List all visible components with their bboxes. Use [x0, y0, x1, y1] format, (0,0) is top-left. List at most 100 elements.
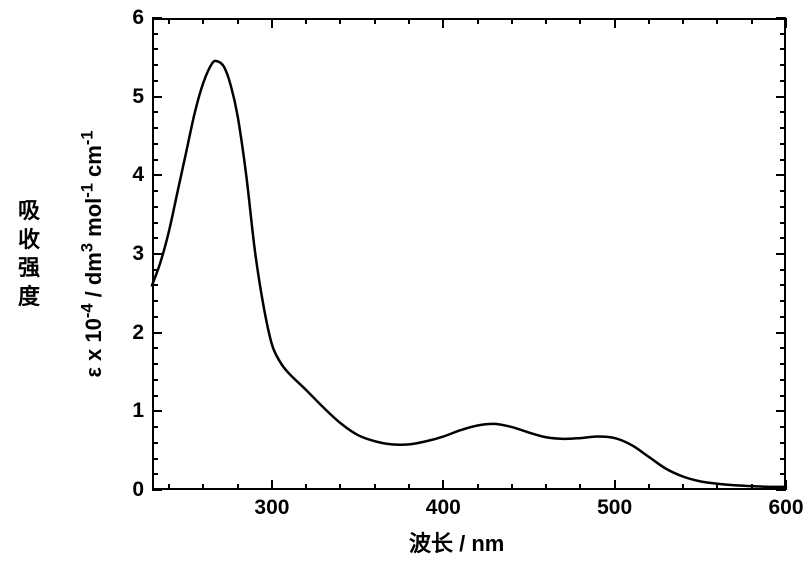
y-minor-tick — [780, 395, 786, 397]
y-tick-label: 3 — [124, 242, 144, 266]
y-minor-tick — [780, 48, 786, 50]
y-axis-outer-label: 吸收强度 — [18, 197, 40, 311]
y-tick-label: 1 — [124, 399, 144, 423]
y-major-tick — [152, 410, 162, 412]
y-minor-tick — [780, 127, 786, 129]
y-minor-tick — [152, 111, 158, 113]
x-minor-tick — [545, 18, 547, 24]
y-major-tick — [776, 17, 786, 19]
ylabel-seg: ε x 10 — [81, 318, 106, 377]
ylabel-seg: mol — [81, 198, 106, 243]
y-minor-tick — [152, 379, 158, 381]
x-minor-tick — [339, 484, 341, 490]
x-minor-tick — [477, 484, 479, 490]
x-minor-tick — [202, 484, 204, 490]
y-major-tick — [152, 489, 162, 491]
y-minor-tick — [780, 442, 786, 444]
x-minor-tick — [682, 18, 684, 24]
y-major-tick — [776, 96, 786, 98]
ylabel-sup: -4 — [79, 303, 97, 318]
x-minor-tick — [305, 18, 307, 24]
y-minor-tick — [152, 426, 158, 428]
x-minor-tick — [511, 18, 513, 24]
y-minor-tick — [152, 363, 158, 365]
x-minor-tick — [648, 18, 650, 24]
x-minor-tick — [408, 18, 410, 24]
y-minor-tick — [152, 80, 158, 82]
y-minor-tick — [152, 33, 158, 35]
y-minor-tick — [152, 206, 158, 208]
y-minor-tick — [780, 473, 786, 475]
x-tick-label: 600 — [768, 496, 803, 520]
y-minor-tick — [780, 206, 786, 208]
x-minor-tick — [374, 484, 376, 490]
y-minor-tick — [152, 300, 158, 302]
y-major-tick — [776, 489, 786, 491]
x-tick-label: 500 — [597, 496, 632, 520]
x-minor-tick — [716, 18, 718, 24]
y-minor-tick — [780, 284, 786, 286]
y-minor-tick — [152, 237, 158, 239]
ylabel-sup: 3 — [79, 243, 97, 252]
y-minor-tick — [780, 222, 786, 224]
x-minor-tick — [751, 484, 753, 490]
x-minor-tick — [545, 484, 547, 490]
y-major-tick — [776, 253, 786, 255]
x-minor-tick — [305, 484, 307, 490]
y-minor-tick — [780, 33, 786, 35]
x-minor-tick — [751, 18, 753, 24]
y-tick-label: 5 — [124, 85, 144, 109]
y-minor-tick — [780, 458, 786, 460]
y-minor-tick — [152, 458, 158, 460]
y-minor-tick — [152, 159, 158, 161]
y-minor-tick — [780, 379, 786, 381]
y-minor-tick — [152, 143, 158, 145]
x-major-tick — [614, 18, 616, 28]
y-major-tick — [152, 17, 162, 19]
y-minor-tick — [152, 284, 158, 286]
y-major-tick — [152, 332, 162, 334]
x-major-tick — [442, 18, 444, 28]
y-minor-tick — [152, 190, 158, 192]
y-minor-tick — [780, 300, 786, 302]
x-major-tick — [442, 480, 444, 490]
x-minor-tick — [579, 18, 581, 24]
y-tick-label: 2 — [124, 321, 144, 345]
y-tick-label: 4 — [124, 163, 144, 187]
x-tick-label: 300 — [254, 496, 289, 520]
x-major-tick — [271, 480, 273, 490]
y-minor-tick — [152, 347, 158, 349]
y-minor-tick — [780, 237, 786, 239]
y-minor-tick — [780, 80, 786, 82]
y-major-tick — [152, 174, 162, 176]
y-minor-tick — [780, 64, 786, 66]
y-minor-tick — [780, 347, 786, 349]
x-minor-tick — [682, 484, 684, 490]
y-minor-tick — [152, 222, 158, 224]
x-minor-tick — [374, 18, 376, 24]
x-minor-tick — [237, 484, 239, 490]
y-major-tick — [152, 96, 162, 98]
y-minor-tick — [780, 143, 786, 145]
ylabel-seg: cm — [81, 145, 106, 183]
x-minor-tick — [168, 18, 170, 24]
ylabel-seg: / dm — [81, 252, 106, 303]
y-tick-label: 6 — [124, 6, 144, 30]
x-minor-tick — [339, 18, 341, 24]
ylabel-sup: -1 — [79, 130, 97, 145]
y-axis-inner-label: ε x 10-4 / dm3 mol-1 cm-1 — [81, 130, 107, 377]
y-minor-tick — [780, 190, 786, 192]
y-minor-tick — [780, 316, 786, 318]
y-minor-tick — [780, 363, 786, 365]
x-major-tick — [271, 18, 273, 28]
y-major-tick — [776, 332, 786, 334]
y-minor-tick — [780, 426, 786, 428]
x-minor-tick — [716, 484, 718, 490]
ylabel-sup: -1 — [79, 183, 97, 198]
y-minor-tick — [152, 395, 158, 397]
x-major-tick — [785, 18, 787, 28]
y-major-tick — [776, 174, 786, 176]
y-minor-tick — [152, 127, 158, 129]
x-minor-tick — [648, 484, 650, 490]
x-minor-tick — [202, 18, 204, 24]
